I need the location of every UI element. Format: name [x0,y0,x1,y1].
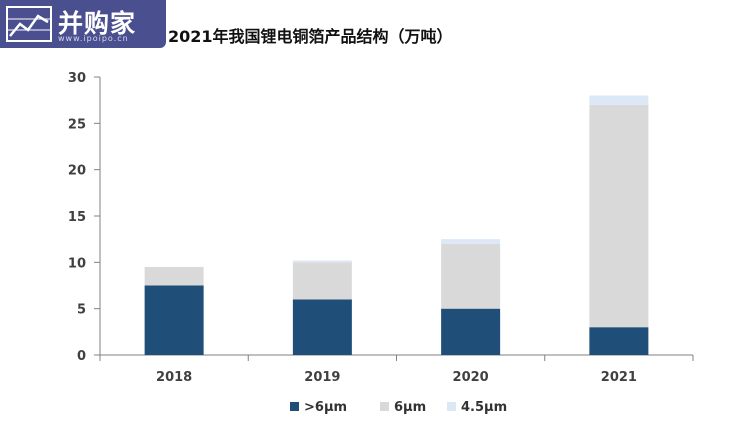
y-tick-label: 25 [68,117,86,132]
y-tick-label: 30 [68,71,86,86]
y-axis: 0 5 10 15 20 25 30 [68,71,101,364]
legend-label: >6μm [304,400,347,415]
bar-segment [441,239,501,244]
legend-swatch [290,402,299,411]
bar-segment [292,299,352,355]
bars [144,95,649,355]
legend: >6μm 6μm 4.5μm [290,400,507,415]
x-tick-label: 2020 [453,370,489,385]
y-tick-label: 10 [68,256,86,271]
line-chart-logo-icon [6,6,52,42]
legend-swatch [380,402,389,411]
legend-swatch [447,402,456,411]
bar-segment [441,243,501,309]
chart-title: 2021年我国锂电铜箔产品结构（万吨） [168,27,453,46]
legend-label: 6μm [394,400,426,415]
y-tick-label: 0 [77,349,86,364]
x-tick-label: 2018 [156,370,192,385]
y-tick-label: 20 [68,164,86,179]
x-tick-label: 2021 [601,370,637,385]
y-tick-label: 5 [77,303,86,318]
bar-segment [292,262,352,300]
bar-segment [589,327,649,355]
x-axis: 2018 2019 2020 2021 [99,354,694,385]
bar-segment [144,285,204,355]
bar-segment [589,95,649,105]
bar-segment [144,266,204,286]
logo-url: www.ipoipo.cn [58,34,129,43]
bar-segment [589,104,649,328]
x-tick-label: 2019 [304,370,340,385]
y-tick-label: 15 [68,210,86,225]
bar-segment [441,308,501,355]
logo-text: 并购家 [58,9,137,38]
legend-label: 4.5μm [461,400,507,415]
logo-badge: 并购家 www.ipoipo.cn [0,0,166,48]
bar-segment [292,260,352,263]
